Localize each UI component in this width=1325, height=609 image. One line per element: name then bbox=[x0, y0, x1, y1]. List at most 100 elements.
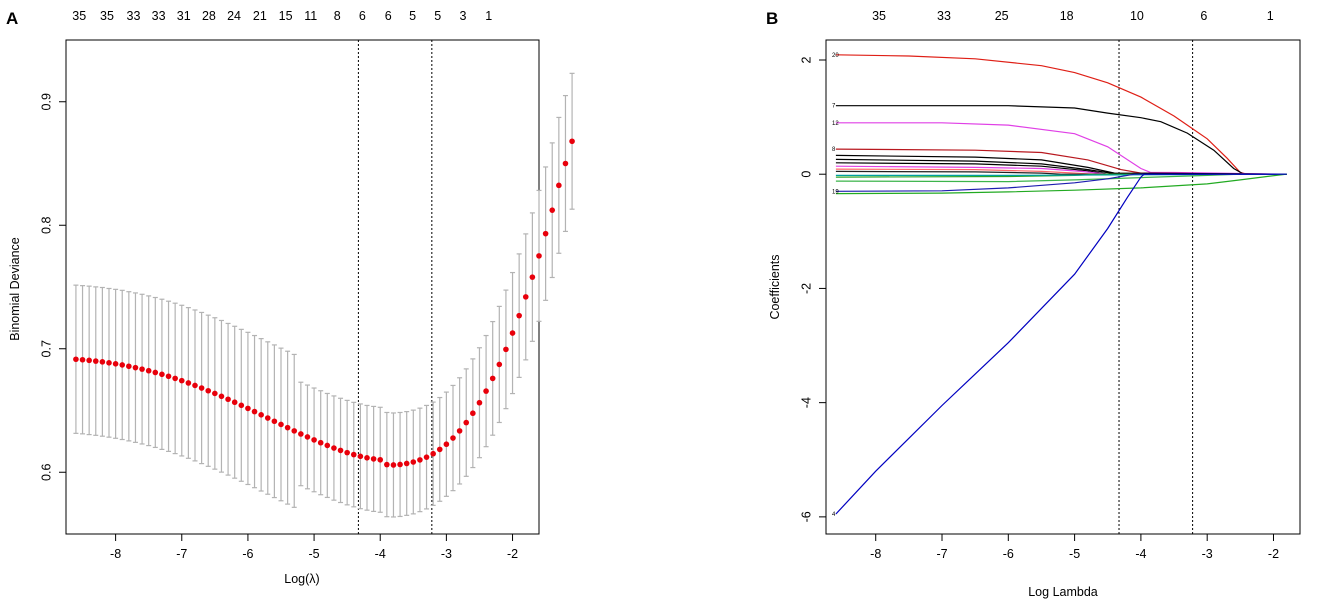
mean-point bbox=[304, 434, 311, 440]
mean-point bbox=[132, 364, 139, 371]
mean-point bbox=[337, 447, 344, 454]
y-tick-label: -2 bbox=[799, 283, 813, 294]
x-tick-label: -4 bbox=[375, 547, 386, 561]
panel-b-coefficient-paths bbox=[835, 54, 1287, 515]
mean-point bbox=[536, 253, 542, 259]
x-tick-label: -8 bbox=[870, 547, 881, 561]
mean-point bbox=[350, 451, 357, 458]
coefficient-path-label: 12 bbox=[832, 121, 839, 127]
mean-point bbox=[430, 450, 436, 457]
coefficient-path-label: 19 bbox=[832, 189, 839, 195]
top-axis-label: 10 bbox=[1130, 9, 1144, 23]
mean-point bbox=[370, 456, 377, 462]
coefficient-path bbox=[835, 173, 1287, 192]
mean-point bbox=[384, 461, 390, 468]
coefficient-path bbox=[835, 173, 1287, 515]
mean-point bbox=[165, 373, 172, 380]
mean-point bbox=[423, 454, 430, 460]
mean-point bbox=[377, 456, 384, 463]
x-tick-label: -4 bbox=[1135, 547, 1146, 561]
coefficient-path-label: 8 bbox=[832, 147, 836, 153]
mean-point bbox=[218, 393, 225, 400]
mean-point bbox=[317, 439, 324, 446]
mean-point bbox=[185, 380, 192, 386]
panel-a-x-axis: -8 -7 -6 -5 -4 -3 -2 bbox=[110, 534, 518, 561]
mean-point bbox=[92, 358, 99, 364]
coefficient-path bbox=[835, 173, 1287, 195]
mean-point bbox=[99, 359, 106, 365]
mean-point bbox=[417, 457, 423, 463]
panel-a-x-axis-title: Log(λ) bbox=[284, 572, 319, 586]
mean-point bbox=[456, 428, 463, 434]
mean-point bbox=[569, 138, 575, 145]
mean-point bbox=[159, 371, 165, 378]
y-tick-label: 0.7 bbox=[39, 340, 53, 357]
panel-b-x-axis-title: Log Lambda bbox=[1028, 585, 1098, 599]
mean-point bbox=[178, 377, 185, 384]
panel-a-letter: A bbox=[6, 9, 18, 28]
mean-point bbox=[344, 449, 350, 456]
mean-point bbox=[483, 388, 489, 394]
mean-point bbox=[463, 419, 470, 426]
top-axis-label: 35 bbox=[72, 9, 86, 23]
top-axis-label: 3 bbox=[459, 9, 466, 23]
mean-point bbox=[238, 402, 245, 409]
top-axis-label: 6 bbox=[385, 9, 392, 23]
mean-point bbox=[152, 369, 159, 376]
mean-point bbox=[390, 462, 397, 468]
panel-b: B 20 7 12 8 19 4 -8 -7 -6 -5 -4 -3 -2 -6 -4 -2 0 2 35 33… bbox=[766, 9, 1301, 599]
y-tick-label: 0.9 bbox=[39, 93, 53, 110]
x-tick-label: -3 bbox=[441, 547, 452, 561]
top-axis-label: 5 bbox=[409, 9, 416, 23]
mean-point bbox=[205, 387, 212, 394]
mean-point bbox=[106, 360, 112, 366]
mean-point bbox=[198, 385, 205, 391]
x-tick-label: -6 bbox=[1003, 547, 1014, 561]
top-axis-label: 33 bbox=[127, 9, 141, 23]
top-axis-label: 35 bbox=[100, 9, 114, 23]
mean-point bbox=[245, 405, 251, 412]
mean-point bbox=[225, 396, 231, 403]
x-tick-label: -2 bbox=[1268, 547, 1279, 561]
mean-point bbox=[364, 455, 370, 461]
mean-point bbox=[73, 356, 79, 363]
y-tick-label: 0.8 bbox=[39, 217, 53, 234]
mean-point bbox=[509, 330, 516, 336]
mean-point bbox=[331, 445, 337, 451]
coefficient-path bbox=[835, 122, 1287, 175]
mean-point bbox=[145, 367, 152, 374]
mean-point bbox=[119, 362, 126, 368]
coefficient-path-label: 4 bbox=[832, 512, 836, 518]
y-tick-label: -4 bbox=[799, 397, 813, 408]
top-axis-label: 5 bbox=[434, 9, 441, 23]
mean-point bbox=[503, 346, 509, 353]
y-tick-label: -6 bbox=[799, 511, 813, 522]
x-tick-label: -7 bbox=[176, 547, 187, 561]
mean-point bbox=[443, 441, 450, 448]
top-axis-label: 18 bbox=[1060, 9, 1074, 23]
mean-point bbox=[264, 415, 271, 421]
mean-point bbox=[86, 357, 92, 364]
x-tick-label: -8 bbox=[110, 547, 121, 561]
panel-a-y-axis-title: Binomial Deviance bbox=[8, 237, 22, 341]
mean-point bbox=[476, 399, 483, 406]
coefficient-path bbox=[835, 105, 1287, 175]
top-axis-label: 33 bbox=[152, 9, 166, 23]
mean-point bbox=[529, 274, 536, 280]
mean-point bbox=[562, 160, 569, 167]
mean-point bbox=[324, 442, 331, 449]
x-tick-label: -5 bbox=[309, 547, 320, 561]
panel-a-top-axis: 35 35 33 33 31 28 24 21 15 11 8 6 6 5 5 3 1 bbox=[72, 9, 492, 23]
mean-point bbox=[192, 382, 198, 389]
panel-b-top-axis: 35 33 25 18 10 6 1 bbox=[872, 9, 1274, 23]
coefficient-path-label: 7 bbox=[832, 104, 836, 110]
top-axis-label: 35 bbox=[872, 9, 886, 23]
x-tick-label: -7 bbox=[936, 547, 947, 561]
x-tick-label: -3 bbox=[1202, 547, 1213, 561]
mean-point bbox=[258, 412, 264, 418]
top-axis-label: 25 bbox=[995, 9, 1009, 23]
mean-point bbox=[212, 390, 218, 397]
y-tick-label: 2 bbox=[799, 56, 813, 63]
mean-point bbox=[172, 375, 178, 382]
